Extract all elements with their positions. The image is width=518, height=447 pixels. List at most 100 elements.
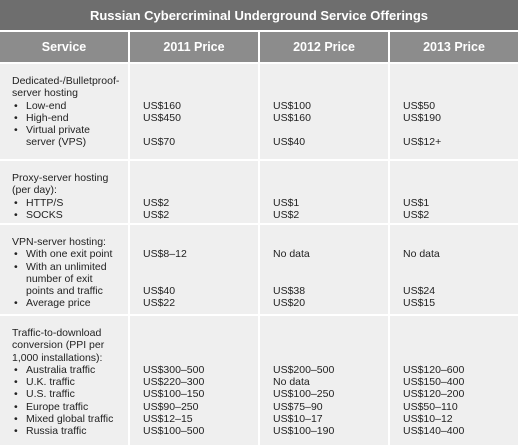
service-item: SOCKS [0, 208, 128, 222]
price-cell: No data [260, 376, 388, 389]
item-label: Low-end [14, 100, 120, 112]
service-item: With one exit point [0, 248, 128, 261]
header-row: Service 2011 Price 2012 Price 2013 Price [0, 32, 518, 62]
price-cell: US$160 [130, 99, 258, 112]
service-heading: VPN-server hosting: [0, 225, 128, 249]
price-cell: US$10–17 [260, 413, 388, 426]
spacer-cell [390, 309, 518, 314]
price-cell: US$40 [260, 124, 388, 149]
price-cell: US$120–200 [390, 388, 518, 401]
price-cell: US$1 [390, 196, 518, 209]
price-cell: No data [260, 248, 388, 261]
price-cell: US$100 [260, 99, 388, 112]
empty-cell [260, 161, 388, 197]
table-row: Proxy-server hosting (per day):HTTP/S US$… [0, 161, 518, 223]
price-cell: US$50 [390, 99, 518, 112]
price-cell: US$2 [390, 208, 518, 222]
item-label: Russia traffic [14, 425, 120, 437]
service-item: High-end [0, 111, 128, 125]
spacer-cell [390, 437, 518, 445]
spacer-cell [390, 148, 518, 159]
spacer-cell [260, 221, 388, 223]
service-item: U.S. traffic [0, 388, 128, 401]
spacer-cell [0, 148, 128, 159]
price-cell: No data [390, 248, 518, 261]
price-cell: US$38 [260, 260, 388, 298]
empty-cell [130, 64, 258, 100]
service-item: U.K. traffic [0, 376, 128, 389]
service-item: Russia traffic [0, 425, 128, 438]
spacer-cell [390, 221, 518, 223]
price-cell: US$22 [130, 297, 258, 310]
service-item: HTTP/S [0, 196, 128, 209]
item-label: U.S. traffic [14, 388, 120, 400]
item-label: Europe traffic [14, 401, 120, 413]
price-cell: US$24 [390, 260, 518, 298]
empty-cell [390, 316, 518, 364]
price-cell: US$90–250 [130, 400, 258, 414]
spacer-cell [0, 221, 128, 223]
item-label: HTTP/S [14, 197, 120, 209]
spacer-cell [130, 148, 258, 159]
price-cell: US$100–190 [260, 425, 388, 438]
price-cell: US$140–400 [390, 425, 518, 438]
price-cell: US$15 [390, 297, 518, 310]
price-cell: US$50–110 [390, 400, 518, 414]
service-item: Average price [0, 297, 128, 310]
empty-cell [130, 161, 258, 197]
price-cell: US$2 [130, 196, 258, 209]
price-cell: US$2 [130, 208, 258, 222]
service-item: With an unlimited number of exit points … [0, 260, 128, 298]
service-item: Low-end [0, 99, 128, 112]
spacer-cell [260, 148, 388, 159]
price-cell: US$20 [260, 297, 388, 310]
service-item: Mixed global traffic [0, 413, 128, 426]
service-heading: Proxy-server hosting (per day): [0, 161, 128, 197]
empty-cell [260, 64, 388, 100]
column-header: 2011 Price [130, 32, 258, 62]
price-cell: US$75–90 [260, 400, 388, 414]
spacer-cell [130, 437, 258, 445]
price-cell: US$8–12 [130, 248, 258, 261]
spacer-cell [0, 309, 128, 314]
empty-cell [390, 64, 518, 100]
price-cell: US$12–15 [130, 413, 258, 426]
table-row: VPN-server hosting:With one exit point US… [0, 225, 518, 314]
spacer-cell [130, 221, 258, 223]
service-item: Europe traffic [0, 400, 128, 414]
empty-cell [390, 225, 518, 249]
item-label: With one exit point [14, 248, 120, 260]
spacer-cell [0, 437, 128, 445]
price-cell: US$2 [260, 208, 388, 222]
item-label: Average price [14, 297, 120, 309]
table-body: Dedicated-/Bulletproof-server hostingLow… [0, 64, 518, 445]
item-label: High-end [14, 112, 120, 124]
price-cell: US$70 [130, 124, 258, 149]
price-cell: US$1 [260, 196, 388, 209]
price-cell: US$300–500 [130, 363, 258, 377]
table-title: Russian Cybercriminal Underground Servic… [0, 0, 518, 30]
service-item: Australia traffic [0, 363, 128, 377]
price-cell: US$100–500 [130, 425, 258, 438]
table-row: Traffic-to-download conversion (PPI per … [0, 316, 518, 445]
empty-cell [390, 161, 518, 197]
item-label: U.K. traffic [14, 376, 120, 388]
price-cell: US$100–150 [130, 388, 258, 401]
price-cell: US$220–300 [130, 376, 258, 389]
spacer-cell [130, 309, 258, 314]
item-label: With an unlimited number of exit points … [14, 261, 120, 298]
spacer-cell [260, 437, 388, 445]
item-label: Australia traffic [14, 364, 120, 376]
price-cell: US$190 [390, 111, 518, 125]
price-cell: US$450 [130, 111, 258, 125]
column-header: 2013 Price [390, 32, 518, 62]
price-cell: US$160 [260, 111, 388, 125]
empty-cell [130, 316, 258, 364]
item-label: Virtual private server (VPS) [14, 124, 120, 149]
empty-cell [260, 225, 388, 249]
empty-cell [130, 225, 258, 249]
price-cell: US$12+ [390, 124, 518, 149]
column-header: 2012 Price [260, 32, 388, 62]
table-row: Dedicated-/Bulletproof-server hostingLow… [0, 64, 518, 159]
